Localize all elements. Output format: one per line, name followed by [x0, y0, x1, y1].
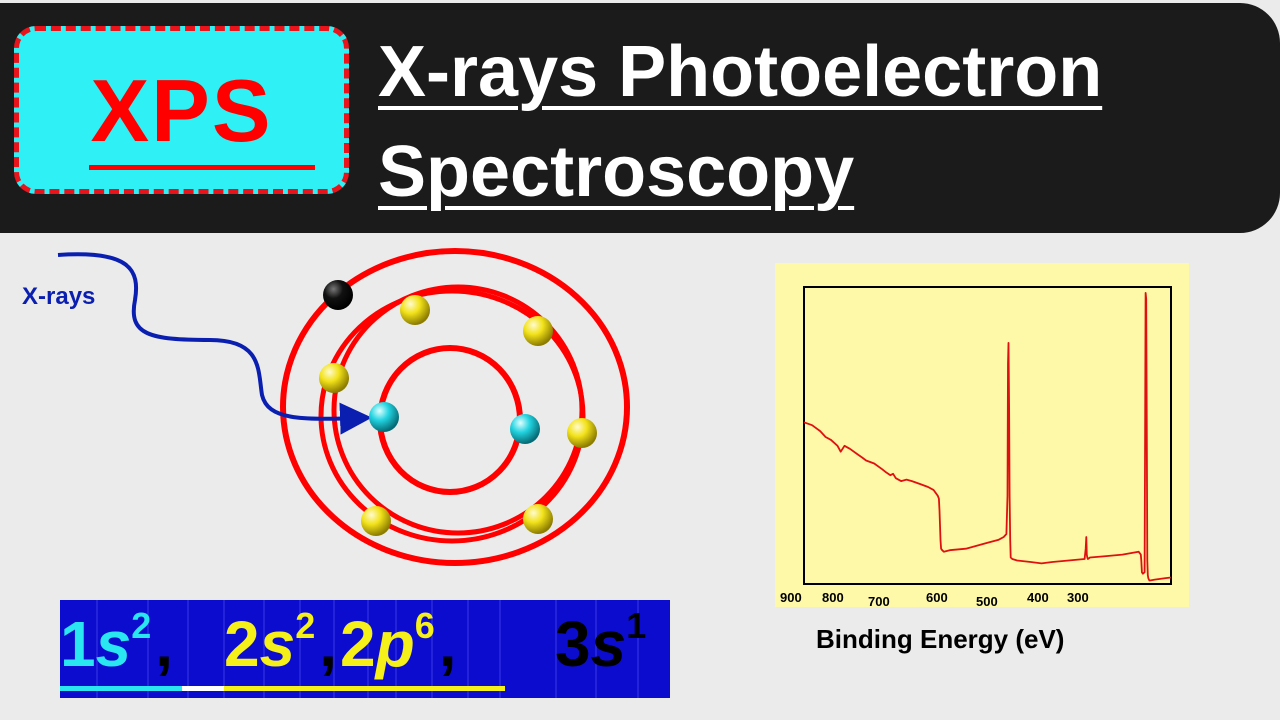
core-electron [369, 402, 399, 432]
config-shell: 2 [340, 608, 376, 680]
config-shell: 3 [555, 608, 591, 680]
config-term: 1s2, [60, 605, 173, 677]
inner-orbit [377, 345, 523, 495]
valence-electron [400, 295, 430, 325]
xrays-label: X-rays [22, 283, 96, 310]
ejected-electron [323, 280, 353, 310]
x-tick-label: 400 [1027, 590, 1049, 605]
xps-logo-text: XPS [90, 61, 273, 160]
config-orbital: s [590, 608, 627, 680]
electron-config-box [60, 600, 670, 698]
valence-electron [319, 363, 349, 393]
core-electron [510, 414, 540, 444]
config-sup: 2 [295, 605, 316, 646]
config-sep: , [438, 608, 457, 680]
title-line-2: Spectroscopy [378, 132, 855, 212]
middle-orbit-b [331, 284, 585, 536]
x-tick-label: 300 [1067, 590, 1089, 605]
config-sep: , [155, 608, 173, 680]
x-tick-label: 800 [822, 590, 844, 605]
config-shell: 2 [224, 608, 260, 680]
middle-orbit-a [318, 288, 586, 544]
config-underline [224, 686, 505, 691]
x-tick-label: 900 [780, 590, 802, 605]
xps-logo-underline [89, 165, 315, 170]
config-term: 2s2, [224, 605, 337, 677]
xps-plot-panel [775, 263, 1189, 607]
xps-logo-box: XPS [14, 26, 349, 194]
x-tick-label: 700 [868, 594, 890, 609]
outer-orbit [280, 248, 630, 566]
valence-electron [523, 316, 553, 346]
config-sep: , [319, 608, 337, 680]
title-line-1: X-rays Photoelectron [378, 32, 1103, 112]
xray-arrow [57, 252, 372, 435]
config-underline [182, 686, 224, 691]
x-tick-label: 500 [976, 594, 998, 609]
config-sup: 2 [131, 605, 152, 646]
x-tick-label: 600 [926, 590, 948, 605]
config-sup: 6 [414, 605, 435, 646]
config-shell: 1 [60, 608, 96, 680]
x-axis-label: Binding Energy (eV) [816, 624, 1065, 654]
config-orbital: p [375, 608, 415, 680]
config-orbital: s [95, 608, 132, 680]
config-term: 2p6, [340, 605, 457, 677]
valence-electron [361, 506, 391, 536]
config-sup: 1 [626, 605, 647, 646]
config-underline [60, 686, 182, 691]
config-orbital: s [259, 608, 296, 680]
valence-electron [567, 418, 597, 448]
config-term: 3s1 [555, 605, 647, 677]
valence-electron [523, 504, 553, 534]
